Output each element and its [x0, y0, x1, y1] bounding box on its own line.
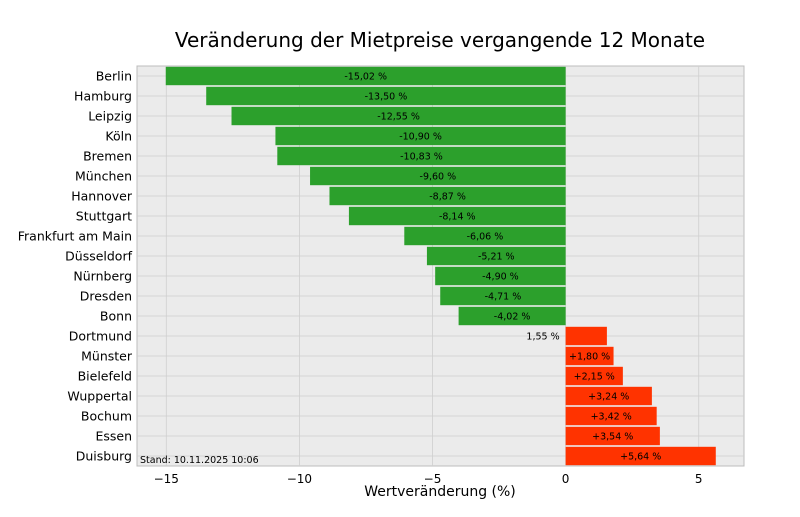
data-label: -12,55 %: [377, 112, 420, 123]
category-label: Düsseldorf: [65, 249, 132, 264]
category-label: Bochum: [81, 409, 132, 424]
data-label: +5,64 %: [620, 452, 661, 463]
bar-duisburg: [565, 446, 716, 466]
category-label: Münster: [81, 349, 133, 364]
category-label: Dresden: [80, 289, 132, 304]
bar-hannover: [329, 186, 566, 206]
data-label: -5,21 %: [478, 252, 515, 263]
data-label: +3,42 %: [591, 412, 632, 423]
bar-bremen: [277, 146, 566, 166]
data-label: -9,60 %: [420, 172, 457, 183]
category-label: Hamburg: [74, 89, 132, 104]
axes-background: [136, 65, 745, 467]
category-label: Essen: [95, 429, 132, 444]
data-label: -10,83 %: [400, 152, 443, 163]
bar-bonn: [458, 306, 566, 326]
bar-essen: [565, 426, 660, 446]
data-label: +3,54 %: [592, 432, 633, 443]
bar-leipzig: [231, 106, 566, 126]
category-label: Dortmund: [69, 329, 132, 344]
data-label: +2,15 %: [574, 372, 615, 383]
data-label: -4,71 %: [485, 292, 522, 303]
category-label: Berlin: [96, 69, 132, 84]
category-label: Hannover: [71, 189, 133, 204]
category-label: Köln: [105, 129, 132, 144]
bar-frankfurt-am-main: [404, 226, 566, 246]
bar-stuttgart: [348, 206, 566, 226]
category-label: Stuttgart: [76, 209, 132, 224]
bar-münster: [565, 346, 614, 366]
x-tick-label: 0: [562, 472, 570, 486]
x-axis-label: Wertveränderung (%): [364, 484, 516, 500]
category-label: Bielefeld: [78, 369, 132, 384]
bar-münchen: [310, 166, 566, 186]
bar-düsseldorf: [426, 246, 566, 266]
category-label: Bremen: [83, 149, 132, 164]
data-label: -8,87 %: [429, 192, 466, 203]
category-label: Leipzig: [88, 109, 132, 124]
bar-bielefeld: [565, 366, 623, 386]
category-label: München: [75, 169, 132, 184]
category-label: Bonn: [100, 309, 132, 324]
category-label: Nürnberg: [73, 269, 132, 284]
x-tick-label: −5: [424, 472, 442, 486]
data-label: 1,55 %: [526, 332, 559, 343]
x-tick-label: −10: [287, 472, 312, 486]
bar-berlin: [165, 66, 566, 86]
chart-title: Veränderung der Mietpreise vergangende 1…: [175, 28, 705, 52]
data-label: -4,90 %: [482, 272, 519, 283]
data-label: +1,80 %: [569, 352, 610, 363]
data-label: -6,06 %: [467, 232, 504, 243]
data-label: -10,90 %: [399, 132, 442, 143]
data-label: +3,24 %: [588, 392, 629, 403]
bar-wuppertal: [565, 386, 652, 406]
plot-area: −15 −10 −5 0 5 Berlin -15,02 % Hamburg -13,50 % L…: [18, 65, 745, 486]
data-label: -4,02 %: [494, 312, 531, 323]
data-label: -8,14 %: [439, 212, 476, 223]
bar-köln: [275, 126, 566, 146]
bar-bochum: [565, 406, 657, 426]
bar-dortmund: [565, 326, 607, 346]
data-label: -13,50 %: [365, 92, 408, 103]
bar-hamburg: [206, 86, 566, 106]
category-label: Wuppertal: [67, 389, 132, 404]
x-tick-label: −15: [154, 472, 179, 486]
bar-dresden: [440, 286, 566, 306]
data-label: -15,02 %: [344, 72, 387, 83]
timestamp-annotation: Stand: 10.11.2025 10:06: [140, 455, 259, 466]
bar-nürnberg: [435, 266, 566, 286]
category-label: Duisburg: [76, 449, 132, 464]
x-tick-label: 5: [695, 472, 703, 486]
category-label: Frankfurt am Main: [18, 229, 132, 244]
